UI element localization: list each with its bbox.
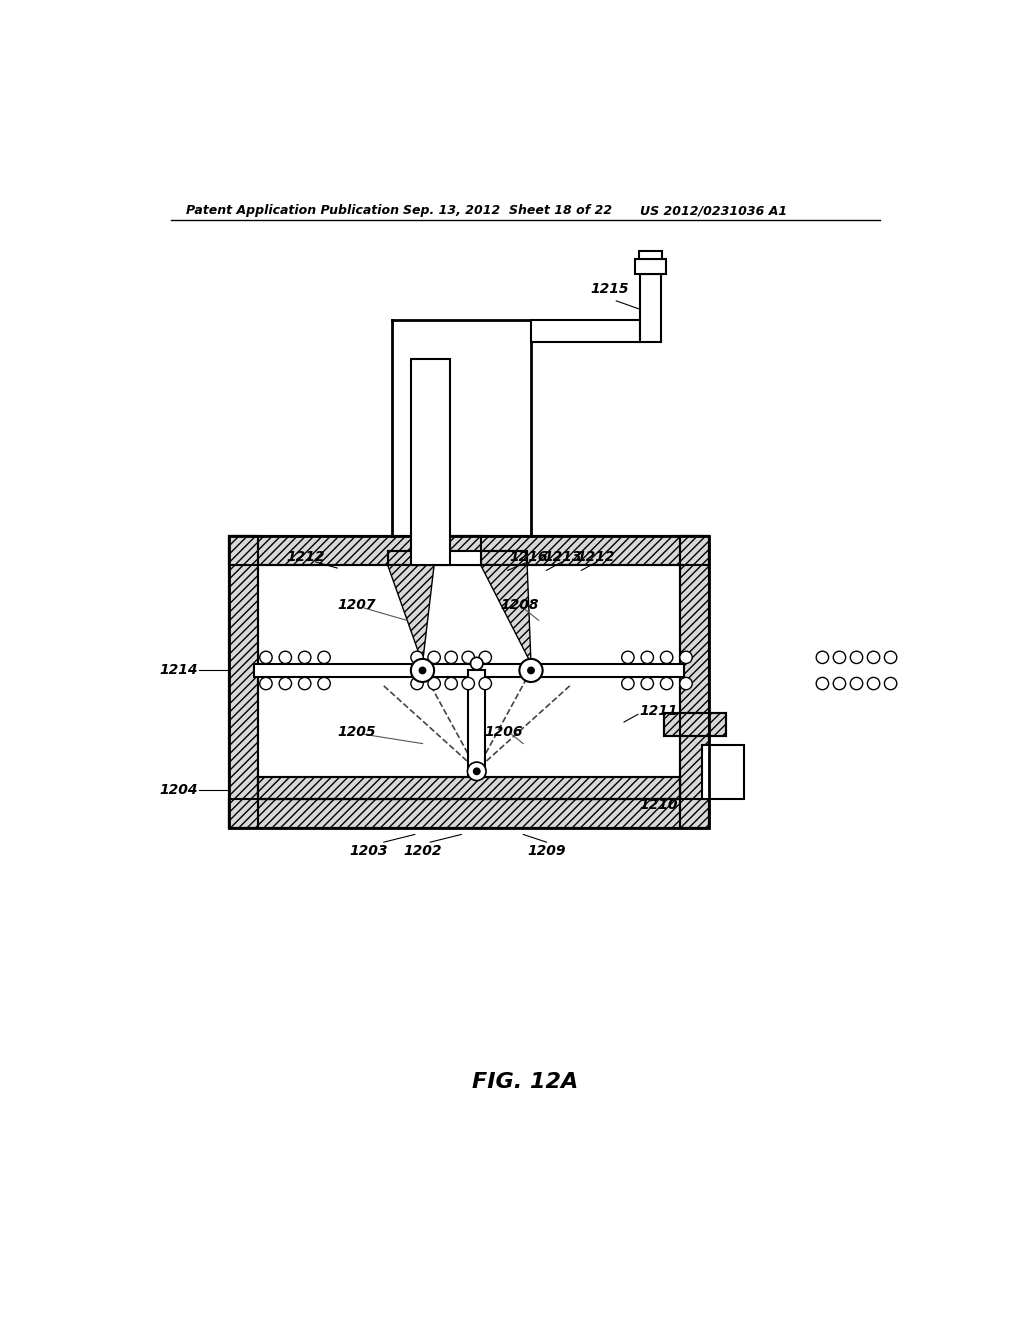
Circle shape (299, 677, 311, 689)
Circle shape (641, 651, 653, 664)
Bar (388, 552, 434, 565)
Circle shape (411, 651, 423, 664)
Circle shape (471, 657, 483, 669)
Text: 1212: 1212 (575, 550, 614, 564)
Bar (640, 275, 662, 342)
Bar (258, 777, 680, 799)
Circle shape (299, 651, 311, 664)
Text: 1203: 1203 (349, 845, 387, 858)
Circle shape (867, 677, 880, 689)
Bar (228, 536, 710, 829)
Bar (701, 744, 744, 799)
Circle shape (317, 651, 331, 664)
Circle shape (420, 668, 426, 673)
Circle shape (885, 677, 897, 689)
Bar (228, 799, 710, 829)
Circle shape (428, 651, 440, 664)
Text: 1207: 1207 (337, 598, 376, 612)
Bar (228, 536, 258, 829)
Text: 1215: 1215 (591, 282, 629, 296)
Bar (665, 713, 726, 737)
Circle shape (260, 677, 272, 689)
Bar (228, 799, 710, 829)
Bar (706, 748, 740, 795)
Circle shape (445, 651, 458, 664)
Circle shape (445, 677, 458, 689)
Text: FIG. 12A: FIG. 12A (472, 1072, 578, 1093)
Circle shape (641, 677, 653, 689)
Bar (639, 251, 662, 259)
Circle shape (462, 677, 474, 689)
Bar (258, 565, 680, 799)
Bar (411, 359, 450, 565)
Circle shape (834, 677, 846, 689)
Circle shape (834, 651, 846, 664)
Circle shape (519, 659, 543, 682)
Circle shape (885, 651, 897, 664)
Text: 1214: 1214 (160, 664, 198, 677)
Text: 1211: 1211 (640, 705, 678, 718)
Bar (388, 552, 434, 565)
Circle shape (850, 651, 862, 664)
Text: US 2012/0231036 A1: US 2012/0231036 A1 (640, 205, 786, 218)
Bar (228, 536, 258, 829)
Text: 1202: 1202 (403, 845, 441, 858)
Text: 1212: 1212 (287, 550, 326, 564)
Text: 1206: 1206 (484, 725, 523, 739)
Text: 1216: 1216 (509, 550, 548, 564)
Bar (254, 664, 684, 677)
Circle shape (816, 677, 828, 689)
Text: 1209: 1209 (527, 845, 565, 858)
Text: 1210: 1210 (640, 799, 678, 812)
Circle shape (474, 768, 480, 775)
Text: 1208: 1208 (500, 598, 539, 612)
Circle shape (867, 651, 880, 664)
Circle shape (680, 651, 692, 664)
Circle shape (680, 677, 692, 689)
Circle shape (528, 668, 535, 673)
Circle shape (479, 677, 492, 689)
Bar (531, 321, 640, 342)
Polygon shape (480, 565, 531, 664)
Circle shape (280, 651, 292, 664)
Bar (258, 777, 680, 799)
Circle shape (280, 677, 292, 689)
Text: 1213: 1213 (544, 550, 582, 564)
Text: 1205: 1205 (337, 725, 376, 739)
Circle shape (260, 651, 272, 664)
Circle shape (317, 677, 331, 689)
Circle shape (467, 762, 486, 780)
Circle shape (622, 651, 634, 664)
Bar (434, 552, 480, 565)
Text: Sep. 13, 2012  Sheet 18 of 22: Sep. 13, 2012 Sheet 18 of 22 (403, 205, 612, 218)
Circle shape (411, 659, 434, 682)
Bar (680, 536, 710, 829)
Circle shape (479, 651, 492, 664)
Circle shape (428, 677, 440, 689)
Bar (480, 552, 527, 565)
Bar (635, 259, 666, 275)
Bar (228, 536, 710, 565)
Circle shape (462, 651, 474, 664)
Bar (665, 713, 726, 737)
Circle shape (660, 651, 673, 664)
Circle shape (816, 651, 828, 664)
Bar (480, 552, 527, 565)
Text: 1204: 1204 (160, 783, 198, 797)
Polygon shape (388, 565, 434, 664)
Circle shape (411, 677, 423, 689)
Text: Patent Application Publication: Patent Application Publication (186, 205, 399, 218)
Circle shape (850, 677, 862, 689)
Circle shape (622, 677, 634, 689)
Circle shape (660, 677, 673, 689)
Bar (468, 669, 485, 777)
Bar (680, 536, 710, 829)
Bar (228, 536, 710, 565)
